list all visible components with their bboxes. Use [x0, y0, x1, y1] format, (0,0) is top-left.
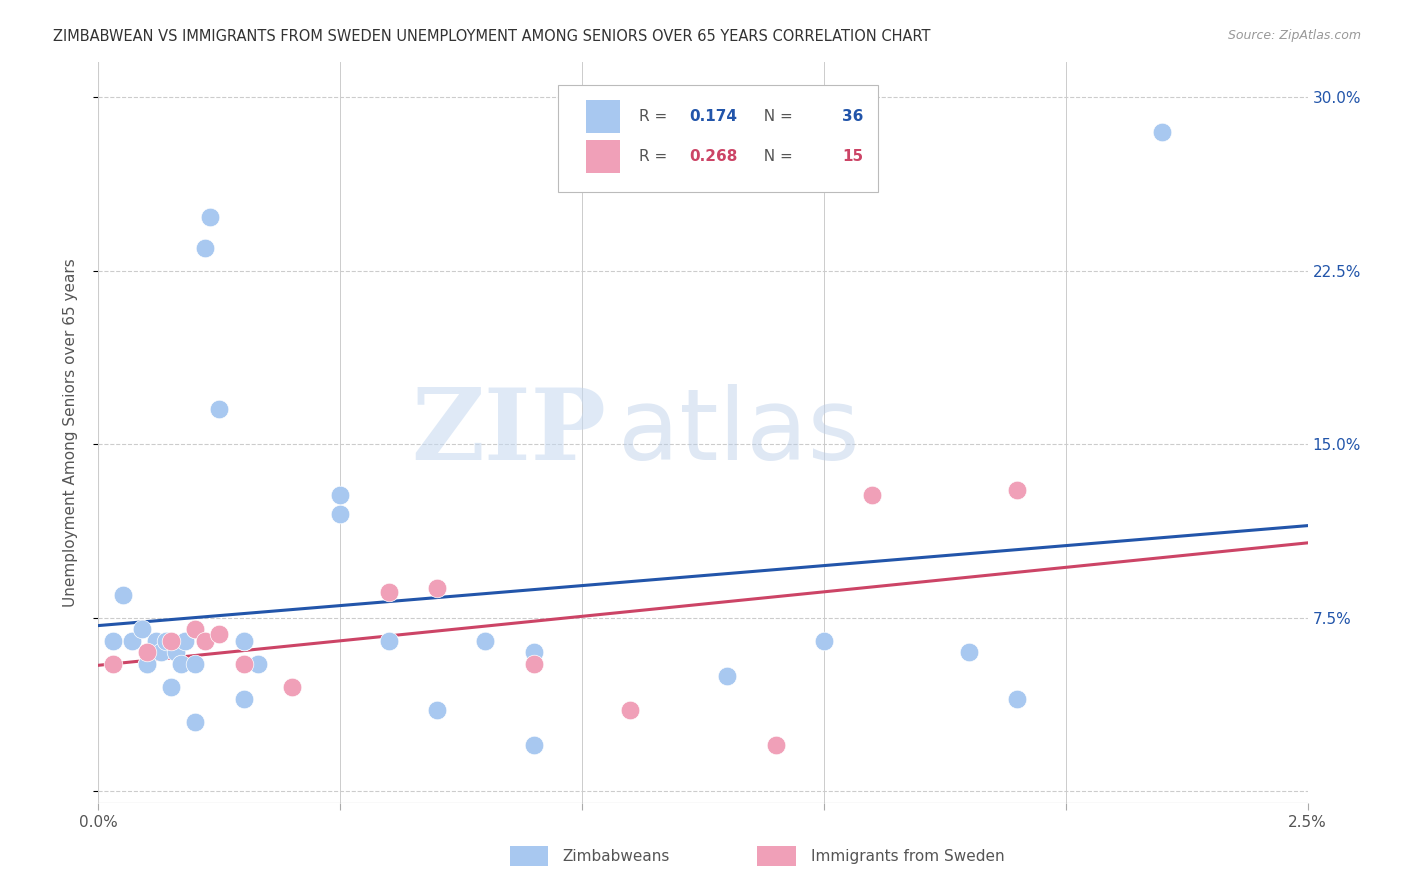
Y-axis label: Unemployment Among Seniors over 65 years: Unemployment Among Seniors over 65 years	[63, 259, 77, 607]
Point	[155, 633, 177, 648]
Point	[135, 645, 157, 659]
FancyBboxPatch shape	[558, 85, 879, 192]
Bar	[758, 846, 796, 866]
Point	[101, 633, 124, 648]
Point	[716, 668, 738, 682]
Point	[426, 581, 449, 595]
Point	[329, 507, 352, 521]
Point	[101, 657, 124, 671]
Point	[523, 645, 546, 659]
Point	[169, 657, 191, 671]
Point	[377, 633, 399, 648]
Text: 15: 15	[842, 149, 863, 164]
Point	[165, 645, 187, 659]
Point	[111, 588, 134, 602]
Point	[184, 714, 207, 729]
Text: Immigrants from Sweden: Immigrants from Sweden	[811, 848, 1004, 863]
Point	[150, 645, 173, 659]
Bar	[509, 846, 548, 866]
Point	[208, 402, 231, 417]
Point	[813, 633, 835, 648]
Text: N =: N =	[754, 109, 797, 124]
Point	[131, 622, 153, 636]
Point	[377, 585, 399, 599]
Point	[860, 488, 883, 502]
Point	[184, 622, 207, 636]
Text: atlas: atlas	[619, 384, 860, 481]
Point	[523, 738, 546, 752]
Point	[198, 211, 221, 225]
Text: Zimbabweans: Zimbabweans	[562, 848, 671, 863]
Point	[1007, 691, 1029, 706]
Point	[174, 633, 197, 648]
Text: ZIMBABWEAN VS IMMIGRANTS FROM SWEDEN UNEMPLOYMENT AMONG SENIORS OVER 65 YEARS CO: ZIMBABWEAN VS IMMIGRANTS FROM SWEDEN UNE…	[53, 29, 931, 44]
Text: ZIP: ZIP	[412, 384, 606, 481]
Point	[232, 691, 254, 706]
Point	[426, 703, 449, 717]
Point	[160, 680, 183, 694]
Point	[145, 633, 167, 648]
Point	[957, 645, 980, 659]
Point	[121, 633, 143, 648]
Point	[232, 633, 254, 648]
Point	[474, 633, 496, 648]
Point	[1152, 125, 1174, 139]
Point	[184, 622, 207, 636]
Point	[619, 703, 641, 717]
Point	[194, 240, 217, 255]
Text: 0.268: 0.268	[690, 149, 738, 164]
Text: 0.174: 0.174	[690, 109, 738, 124]
Point	[247, 657, 270, 671]
Bar	[586, 140, 620, 173]
Point	[765, 738, 787, 752]
Point	[329, 488, 352, 502]
Text: R =: R =	[638, 149, 672, 164]
Point	[474, 633, 496, 648]
Point	[232, 657, 254, 671]
Point	[184, 657, 207, 671]
Point	[281, 680, 304, 694]
Text: R =: R =	[638, 109, 672, 124]
Text: 36: 36	[842, 109, 863, 124]
Text: N =: N =	[754, 149, 797, 164]
Point	[208, 627, 231, 641]
Point	[160, 633, 183, 648]
Text: Source: ZipAtlas.com: Source: ZipAtlas.com	[1227, 29, 1361, 42]
Point	[194, 633, 217, 648]
Bar	[586, 100, 620, 133]
Point	[1007, 483, 1029, 498]
Point	[135, 657, 157, 671]
Point	[523, 657, 546, 671]
Point	[232, 633, 254, 648]
Point	[135, 657, 157, 671]
